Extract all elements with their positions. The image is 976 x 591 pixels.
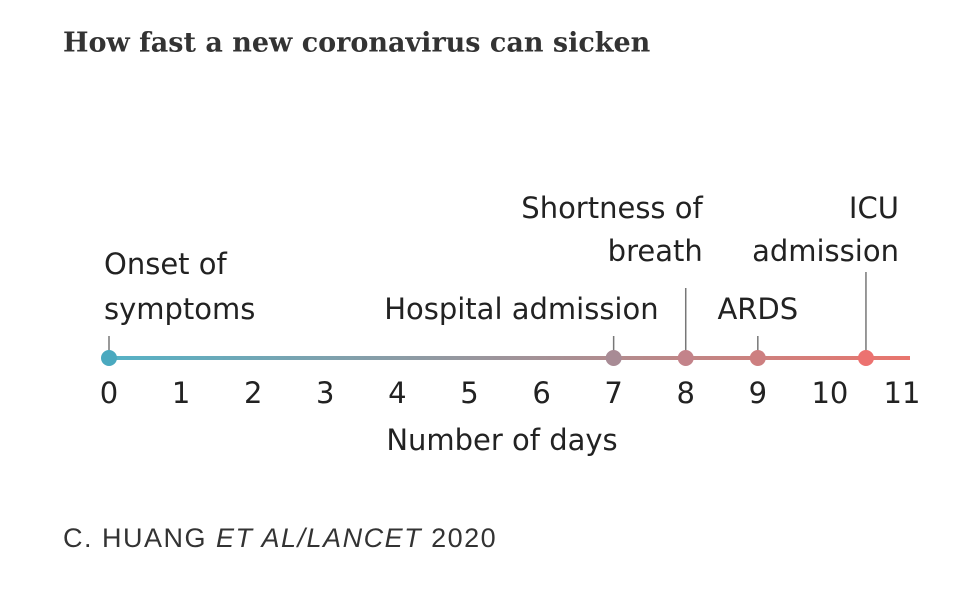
source-part: 2020 bbox=[431, 523, 497, 553]
x-tick-label: 1 bbox=[172, 376, 190, 410]
event-marker bbox=[677, 350, 694, 366]
x-tick-label: 5 bbox=[460, 376, 478, 410]
x-tick-label: 10 bbox=[811, 376, 848, 410]
x-tick-label: 7 bbox=[604, 376, 622, 410]
x-axis-label: Number of days bbox=[386, 423, 617, 457]
x-tick-label: 9 bbox=[749, 376, 767, 410]
event-label: Shortness of bbox=[521, 191, 703, 225]
event-label: admission bbox=[752, 234, 899, 268]
axis-line bbox=[109, 356, 910, 360]
x-tick-label: 11 bbox=[884, 376, 921, 410]
event-marker bbox=[101, 350, 117, 366]
event-label: Onset of bbox=[104, 247, 227, 281]
event-label: ICU bbox=[849, 191, 899, 225]
x-tick-label: 0 bbox=[100, 376, 118, 410]
source: C. HUANG ET AL/LANCET 2020 bbox=[63, 523, 497, 553]
chart-title: How fast a new coronavirus can sicken bbox=[63, 28, 651, 59]
event-label: Hospital admission bbox=[384, 292, 658, 326]
x-tick-label: 4 bbox=[388, 376, 406, 410]
event-marker bbox=[605, 350, 622, 366]
event-marker bbox=[749, 350, 766, 366]
x-tick-label: 8 bbox=[677, 376, 695, 410]
source-part: ET AL/LANCET bbox=[216, 523, 423, 553]
x-tick-label: 3 bbox=[316, 376, 334, 410]
x-tick-label: 6 bbox=[532, 376, 550, 410]
event-marker bbox=[857, 350, 874, 366]
source-part: C. HUANG bbox=[63, 523, 207, 553]
event-label: breath bbox=[608, 234, 703, 268]
event-label: symptoms bbox=[104, 292, 255, 326]
x-tick-label: 2 bbox=[244, 376, 262, 410]
event-label: ARDS bbox=[717, 292, 798, 326]
